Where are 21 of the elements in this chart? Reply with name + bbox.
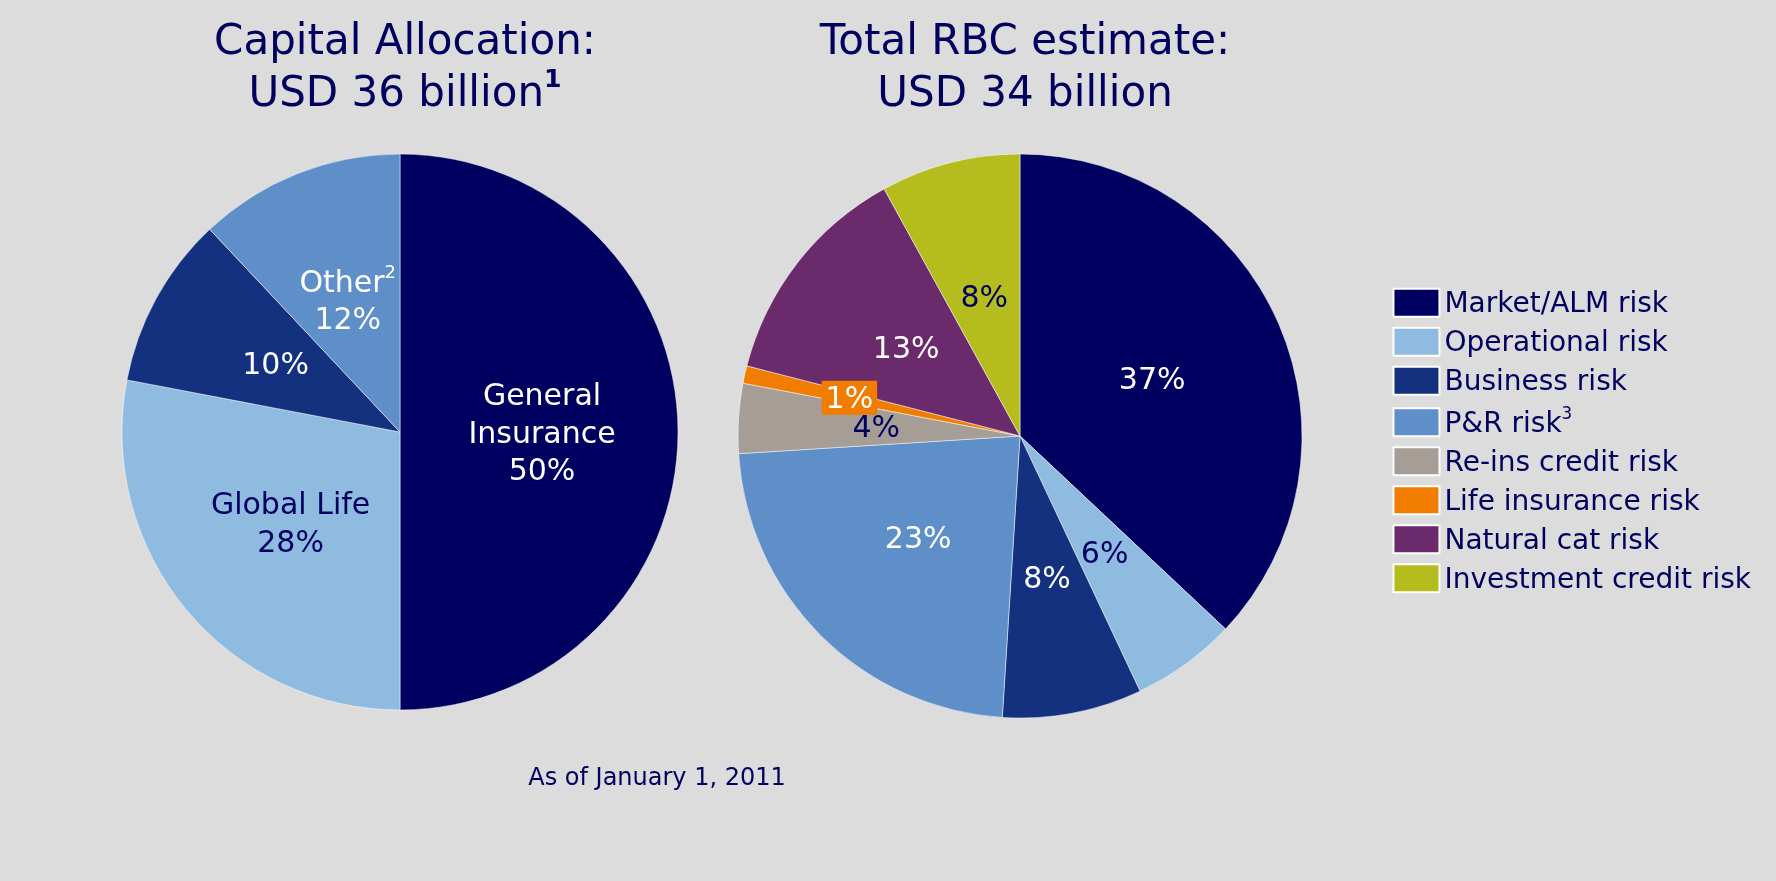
legend-label: Life insurance risk bbox=[1444, 483, 1701, 517]
text: As of January 1, 2011 bbox=[528, 763, 786, 791]
chart-title: Total RBC estimate: USD 34 billion bbox=[818, 14, 1231, 117]
legend-label: Market/ALM risk bbox=[1444, 286, 1669, 320]
legend-label: Business risk bbox=[1444, 364, 1628, 398]
data-label: 8% bbox=[960, 279, 1008, 315]
legend-label: Natural cat risk bbox=[1444, 522, 1660, 556]
legend-label: Investment credit risk bbox=[1444, 561, 1752, 595]
slice-label: General Insurance bbox=[468, 377, 616, 450]
legend-label: Operational risk bbox=[1444, 325, 1669, 359]
data-label: 50% bbox=[508, 452, 576, 487]
slice-label: Global Life bbox=[210, 486, 371, 522]
data-label: 12% bbox=[314, 301, 382, 337]
data-label: 28% bbox=[257, 523, 324, 559]
data-label: 8% bbox=[1023, 559, 1071, 595]
legend-label: Re-ins credit risk bbox=[1444, 444, 1679, 478]
data-label: 37% bbox=[1118, 361, 1186, 397]
data-label: 6% bbox=[1080, 535, 1129, 570]
data-label: 13% bbox=[872, 330, 940, 366]
data-label: 23% bbox=[884, 520, 952, 556]
data-label: 10% bbox=[242, 346, 309, 382]
